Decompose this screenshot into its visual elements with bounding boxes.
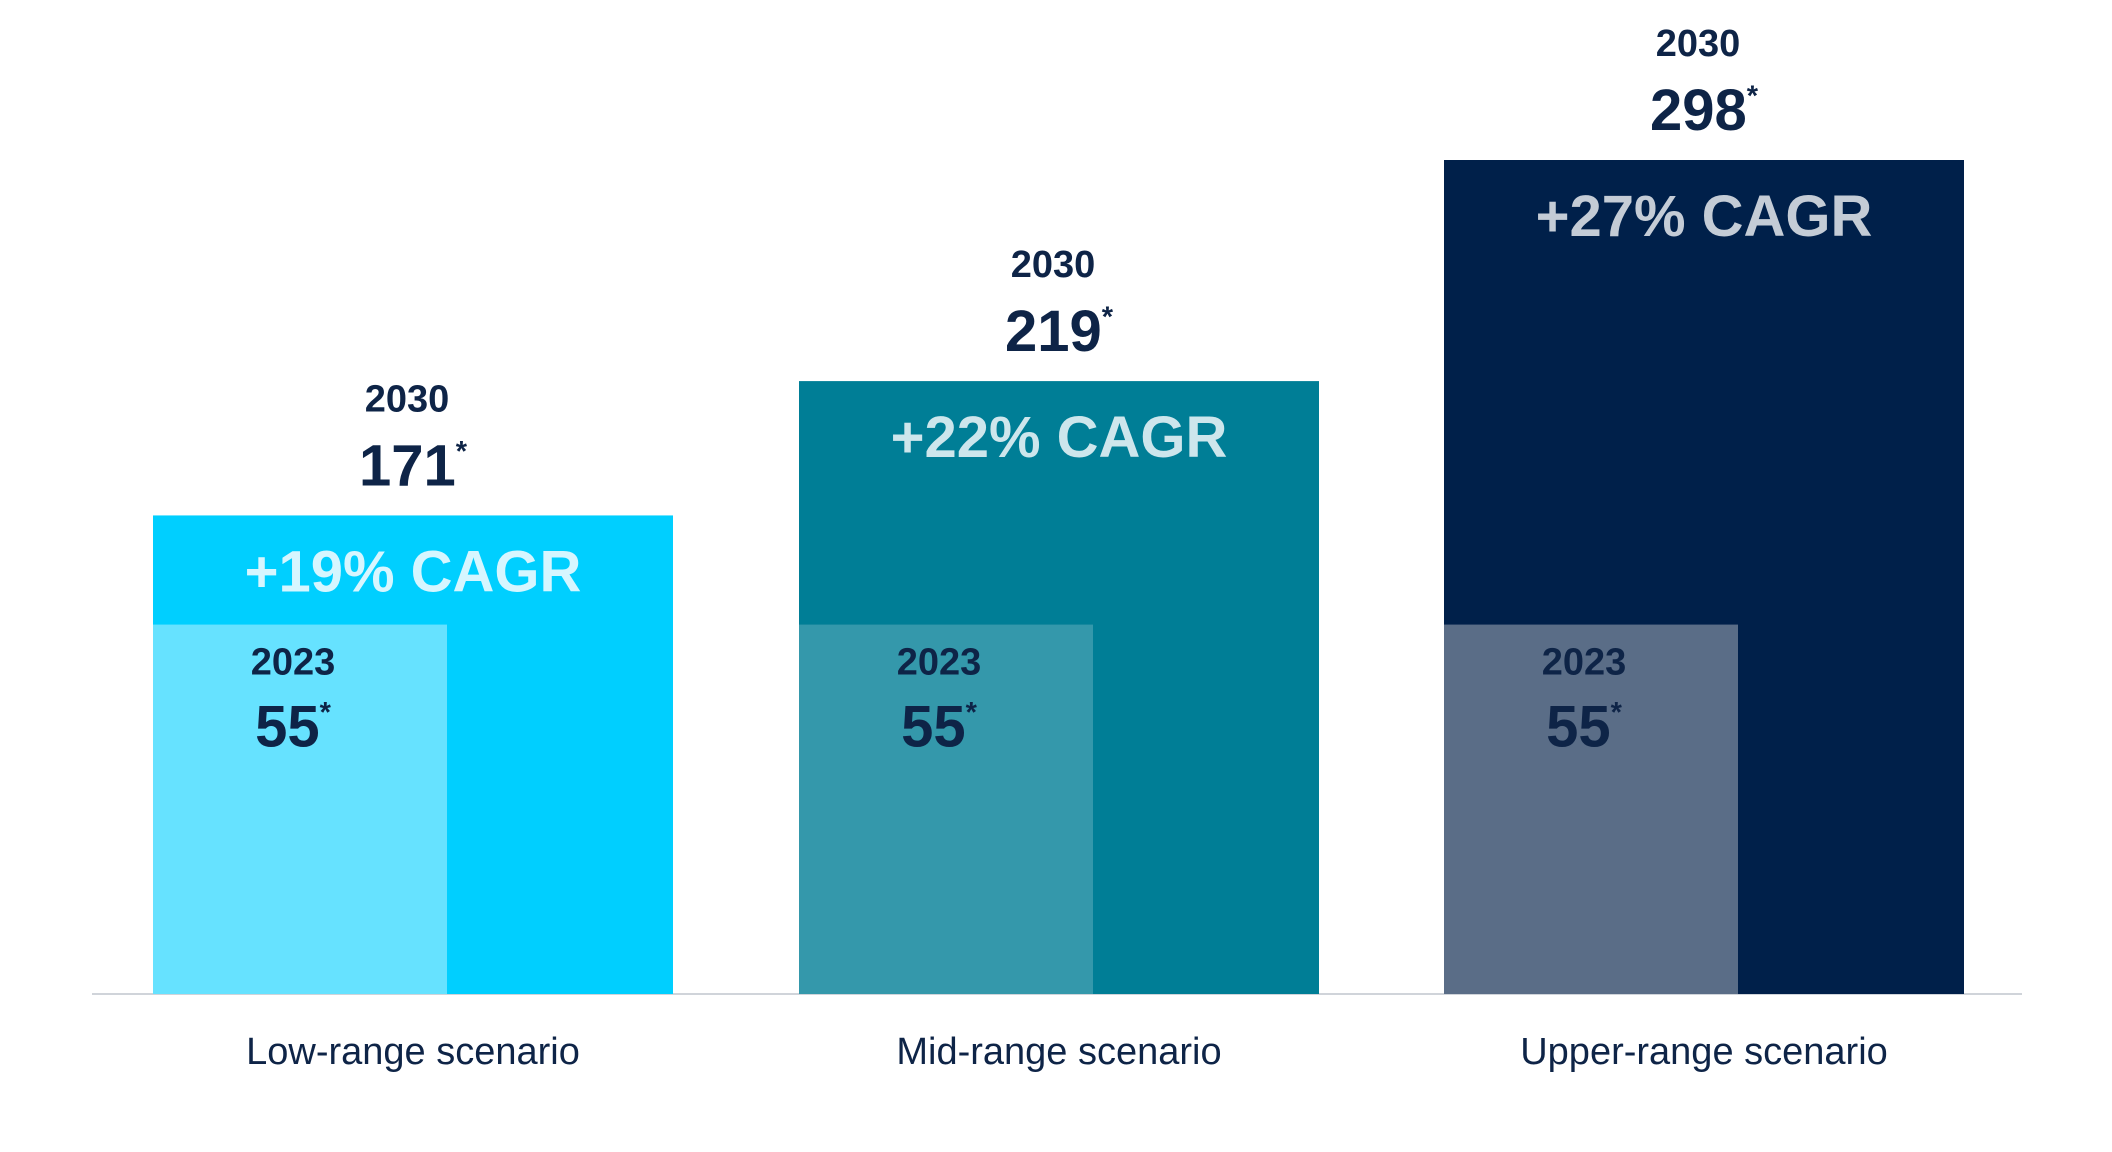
category-label-2: Mid-range scenario [896, 1031, 1221, 1073]
year-label-2030-1: 2030 [365, 378, 450, 420]
cagr-label-3: +27% CAGR [1536, 184, 1873, 249]
bar-2023-3 [1444, 624, 1738, 994]
cagr-label-2: +22% CAGR [891, 405, 1228, 470]
value-label-2023-3: 55* [1546, 695, 1623, 760]
year-label-2030-3: 2030 [1656, 23, 1741, 65]
year-label-2023-1: 2023 [251, 642, 336, 684]
year-label-2023-3: 2023 [1542, 642, 1627, 684]
value-label-2023-1: 55* [255, 695, 332, 760]
year-label-2023-2: 2023 [897, 642, 982, 684]
category-label-3: Upper-range scenario [1520, 1031, 1888, 1073]
bar-2023-2 [799, 624, 1093, 994]
value-label-2030-3: 298* [1650, 78, 1759, 143]
cagr-label-1: +19% CAGR [245, 539, 582, 604]
year-label-2030-2: 2030 [1011, 244, 1096, 286]
bar-2023-1 [153, 624, 447, 994]
value-label-2030-1: 171* [359, 433, 468, 498]
category-label-1: Low-range scenario [246, 1031, 580, 1073]
value-label-2030-2: 219* [1005, 299, 1114, 364]
value-label-2023-2: 55* [901, 695, 978, 760]
